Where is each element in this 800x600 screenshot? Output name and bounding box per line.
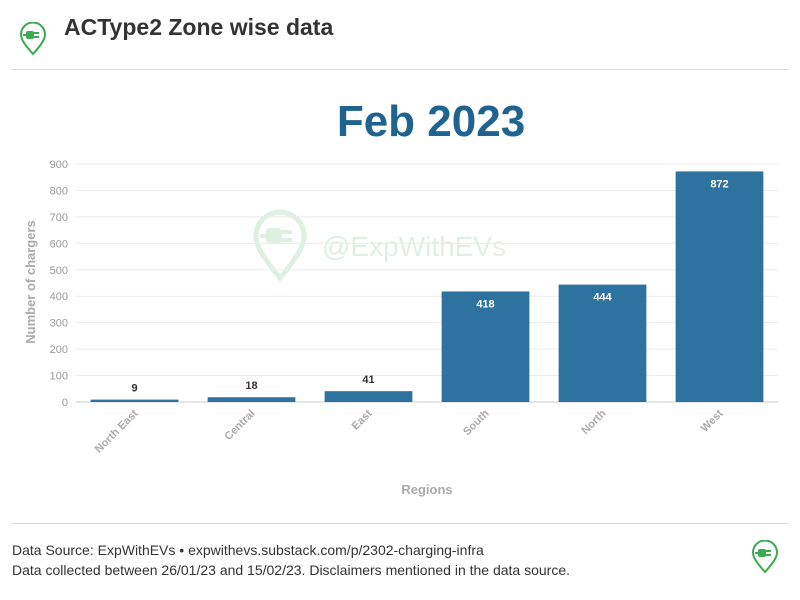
bar	[207, 397, 296, 402]
x-tick-label: East	[350, 407, 375, 432]
x-tick-label: Central	[222, 408, 257, 443]
bars	[90, 171, 764, 402]
y-tick-label: 200	[50, 344, 68, 356]
y-tick-label: 800	[50, 185, 68, 197]
y-tick-label: 600	[50, 238, 68, 250]
x-tick-label: West	[699, 407, 726, 434]
ev-plug-pin-icon	[20, 22, 46, 56]
ev-plug-pin-icon	[752, 540, 778, 574]
y-tick-labels: 0 100 200 300 400 500 600 700 800 900	[50, 159, 68, 409]
bar	[675, 171, 764, 402]
data-label: 18	[245, 380, 257, 392]
x-axis-title: Regions	[401, 482, 452, 497]
y-tick-label: 700	[50, 212, 68, 224]
page-title: ACType2 Zone wise data	[64, 14, 334, 40]
disclaimer-line: Data collected between 26/01/23 and 15/0…	[12, 562, 571, 578]
header-divider	[12, 69, 788, 70]
chart-container: @ExpWithEVs Feb 2023 0 100 200 300 400 500 600…	[0, 70, 800, 522]
data-label: 872	[710, 178, 728, 190]
bar	[324, 391, 413, 402]
y-tick-label: 100	[50, 371, 68, 383]
watermark-text: @ExpWithEVs	[322, 231, 506, 262]
bar-chart: @ExpWithEVs Feb 2023 0 100 200 300 400 500 600…	[23, 97, 778, 497]
header: ACType2 Zone wise data	[0, 0, 800, 68]
watermark-plug-icon	[253, 209, 307, 282]
data-label: 418	[476, 298, 494, 310]
footer-divider	[12, 523, 788, 524]
x-tick-label: North	[579, 407, 608, 436]
y-tick-label: 0	[62, 397, 68, 409]
bar	[441, 291, 530, 402]
data-labels: 9 18 41 418 444 872	[131, 178, 728, 394]
y-axis-title: Number of chargers	[23, 220, 38, 344]
y-tick-label: 500	[50, 265, 68, 277]
data-source-line: Data Source: ExpWithEVs • expwithevs.sub…	[12, 542, 484, 558]
x-tick-label: North East	[93, 407, 141, 455]
watermark: @ExpWithEVs	[253, 209, 506, 282]
y-tick-label: 400	[50, 291, 68, 303]
footer: Data Source: ExpWithEVs • expwithevs.sub…	[12, 540, 570, 580]
bar	[90, 399, 179, 402]
data-label: 444	[593, 292, 612, 304]
grid-lines	[76, 163, 778, 403]
y-tick-label: 300	[50, 318, 68, 330]
bar	[558, 284, 647, 402]
data-label: 41	[362, 374, 374, 386]
x-tick-labels: North East Central East South North West	[93, 407, 726, 455]
chart-title: Feb 2023	[337, 97, 525, 146]
data-label: 9	[131, 383, 137, 395]
x-tick-label: South	[461, 407, 492, 438]
y-tick-label: 900	[50, 159, 68, 171]
